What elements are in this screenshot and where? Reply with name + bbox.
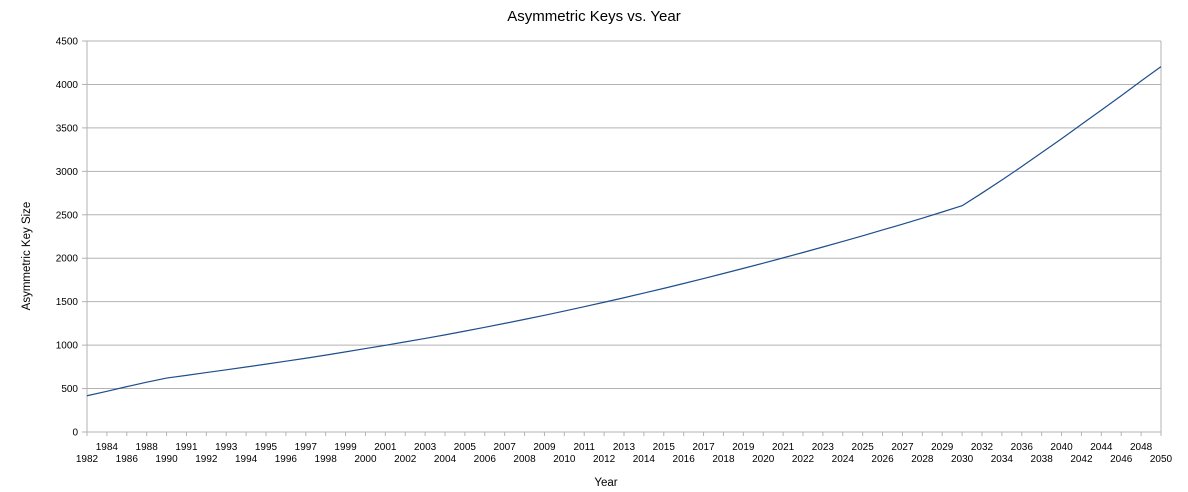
x-tick-label: 2025 xyxy=(852,442,875,453)
x-tick-label: 2017 xyxy=(692,442,715,453)
y-tick-label: 3500 xyxy=(56,123,79,134)
plot-frame xyxy=(86,41,1162,433)
x-tick-label: 2008 xyxy=(513,454,536,465)
x-tick-label: 2042 xyxy=(1070,454,1093,465)
x-tick-label: 1982 xyxy=(76,454,99,465)
x-tick-label: 1999 xyxy=(334,442,357,453)
x-tick-label: 2015 xyxy=(653,442,676,453)
x-tick-label: 1995 xyxy=(255,442,278,453)
series-line xyxy=(86,66,1162,397)
x-tick-label: 2028 xyxy=(911,454,934,465)
series-layer xyxy=(86,66,1162,397)
x-tick-label: 2004 xyxy=(434,454,457,465)
x-tick-label: 2002 xyxy=(394,454,417,465)
y-axis-ticks: 0 500 1000 1500 2000 2500 3000 3500 4000 4500 xyxy=(56,37,87,439)
y-tick-label: 3000 xyxy=(56,167,79,178)
x-tick-label: 1996 xyxy=(275,454,298,465)
x-tick-label: 2022 xyxy=(792,454,815,465)
x-tick-label: 2011 xyxy=(573,442,595,453)
y-tick-label: 4000 xyxy=(56,80,79,91)
x-tick-label: 1998 xyxy=(315,454,338,465)
y-tick-label: 4500 xyxy=(56,37,79,48)
x-tick-label: 2046 xyxy=(1110,454,1133,465)
x-tick-label: 2020 xyxy=(752,454,775,465)
x-tick-label: 1992 xyxy=(195,454,218,465)
x-tick-label: 1988 xyxy=(136,442,159,453)
x-tick-label: 2038 xyxy=(1031,454,1054,465)
x-tick-label: 2032 xyxy=(971,442,994,453)
y-tick-label: 2000 xyxy=(56,254,79,265)
x-tick-label: 2034 xyxy=(991,454,1014,465)
x-tick-label: 2018 xyxy=(712,454,735,465)
x-tick-label: 2021 xyxy=(772,442,795,453)
x-tick-label: 1990 xyxy=(155,454,178,465)
y-tick-label: 2500 xyxy=(56,210,79,221)
x-tick-label: 2000 xyxy=(354,454,377,465)
x-tick-label: 2012 xyxy=(593,454,616,465)
gridlines xyxy=(87,40,1161,390)
y-tick-label: 500 xyxy=(61,384,78,395)
x-tick-label: 2029 xyxy=(931,442,954,453)
x-tick-label: 2013 xyxy=(613,442,636,453)
x-tick-label: 1997 xyxy=(295,442,318,453)
y-axis-label: Asymmetric Key Size xyxy=(21,202,33,311)
x-tick-label: 2005 xyxy=(454,442,477,453)
x-tick-label: 2040 xyxy=(1050,442,1073,453)
x-tick-label: 1993 xyxy=(215,442,238,453)
y-tick-label: 1500 xyxy=(56,297,79,308)
x-tick-label: 2023 xyxy=(812,442,835,453)
x-tick-label: 1986 xyxy=(116,454,139,465)
x-tick-label: 2030 xyxy=(951,454,974,465)
x-tick-label: 2014 xyxy=(633,454,656,465)
x-tick-label: 2001 xyxy=(374,442,397,453)
x-axis-ticks: 1982198419861988199019911992199319941995… xyxy=(76,432,1173,465)
x-tick-label: 1991 xyxy=(175,442,198,453)
x-axis-label: Year xyxy=(594,477,617,489)
x-tick-label: 2019 xyxy=(732,442,755,453)
x-tick-label: 2007 xyxy=(494,442,517,453)
x-tick-label: 2003 xyxy=(414,442,437,453)
x-tick-label: 2009 xyxy=(533,442,556,453)
x-tick-label: 2010 xyxy=(553,454,576,465)
y-tick-label: 1000 xyxy=(56,341,79,352)
y-tick-label: 0 xyxy=(72,428,78,439)
x-tick-label: 2048 xyxy=(1130,442,1153,453)
x-tick-label: 2036 xyxy=(1011,442,1034,453)
x-tick-label: 2050 xyxy=(1150,454,1173,465)
chart-title: Asymmetric Keys vs. Year xyxy=(507,8,680,25)
x-tick-label: 1994 xyxy=(235,454,258,465)
x-tick-label: 2006 xyxy=(474,454,497,465)
x-tick-label: 2044 xyxy=(1090,442,1113,453)
x-tick-label: 2016 xyxy=(673,454,696,465)
x-tick-label: 2027 xyxy=(891,442,914,453)
x-tick-label: 2024 xyxy=(832,454,855,465)
x-tick-label: 2026 xyxy=(871,454,894,465)
x-tick-label: 1984 xyxy=(96,442,119,453)
